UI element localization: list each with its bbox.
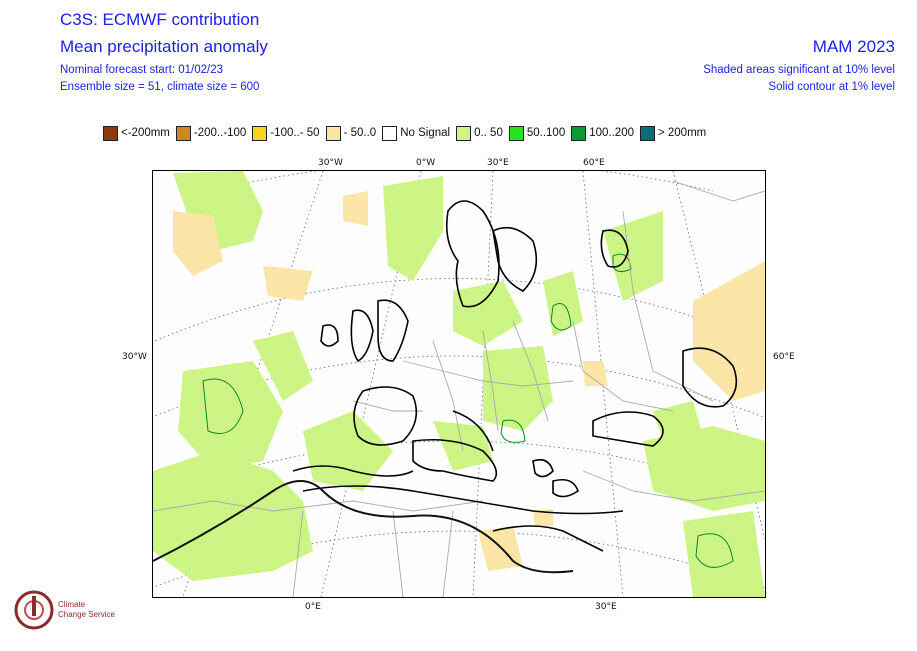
significance-shaded-text: Shaded areas significant at 10% level	[703, 64, 895, 76]
legend-label: -100..- 50	[270, 127, 320, 139]
top-tick-30w: 30°W	[318, 158, 343, 168]
legend-label: 0.. 50	[474, 127, 503, 139]
legend-label: - 50..0	[343, 127, 377, 139]
map-canvas	[153, 171, 765, 597]
legend-label: No Signal	[400, 127, 451, 139]
top-tick-0w: 0°W	[416, 158, 436, 168]
ensemble-size-text: Ensemble size = 51, climate size = 600	[60, 81, 260, 93]
map-subtitle: Mean precipitation anomaly	[60, 37, 268, 56]
legend-item: 100..200	[571, 125, 634, 141]
significance-contour-text: Solid contour at 1% level	[768, 81, 895, 93]
legend-item: <-200mm	[103, 125, 170, 141]
right-tick-60e: 60°E	[773, 352, 795, 362]
page-title: C3S: ECMWF contribution	[60, 10, 260, 29]
legend-swatch	[639, 125, 655, 141]
legend-label: 50..100	[526, 127, 566, 139]
climate-change-service-logo-icon	[14, 590, 54, 630]
left-tick-30w: 30°W	[122, 352, 147, 362]
top-tick-30e: 30°E	[487, 158, 509, 168]
legend-swatch	[508, 125, 524, 141]
copernicus-climate-logo: Climate Change Service	[14, 588, 144, 642]
legend-item: -100..- 50	[252, 125, 320, 141]
forecast-start-text: Nominal forecast start: 01/02/23	[60, 64, 223, 76]
legend-swatch	[175, 125, 191, 141]
legend-swatch	[325, 125, 341, 141]
color-legend: <-200mm -200..-100 -100..- 50 - 50..0 No Sig…	[103, 124, 712, 142]
legend-swatch	[571, 125, 587, 141]
legend-label: <-200mm	[121, 127, 170, 139]
legend-item: -200..-100	[175, 125, 247, 141]
legend-swatch	[382, 125, 398, 141]
legend-label: 100..200	[589, 127, 634, 139]
legend-item: 0.. 50	[456, 125, 503, 141]
top-tick-60e: 60°E	[583, 158, 605, 168]
logo-text: Climate Change Service	[58, 600, 115, 619]
legend-item: - 50..0	[325, 125, 377, 141]
legend-swatch	[456, 125, 472, 141]
stipple-overlay	[153, 171, 765, 597]
legend-label: -200..-100	[193, 127, 247, 139]
bottom-tick-30e: 30°E	[595, 602, 617, 612]
legend-item: > 200mm	[639, 125, 707, 141]
legend-item: 50..100	[508, 125, 566, 141]
legend-swatch	[252, 125, 268, 141]
legend-label: > 200mm	[657, 127, 707, 139]
bottom-tick-0e: 0°E	[305, 602, 321, 612]
legend-swatch	[103, 125, 118, 141]
season-label: MAM 2023	[812, 37, 895, 56]
legend-item: No Signal	[382, 125, 451, 141]
precipitation-anomaly-map	[152, 170, 766, 598]
